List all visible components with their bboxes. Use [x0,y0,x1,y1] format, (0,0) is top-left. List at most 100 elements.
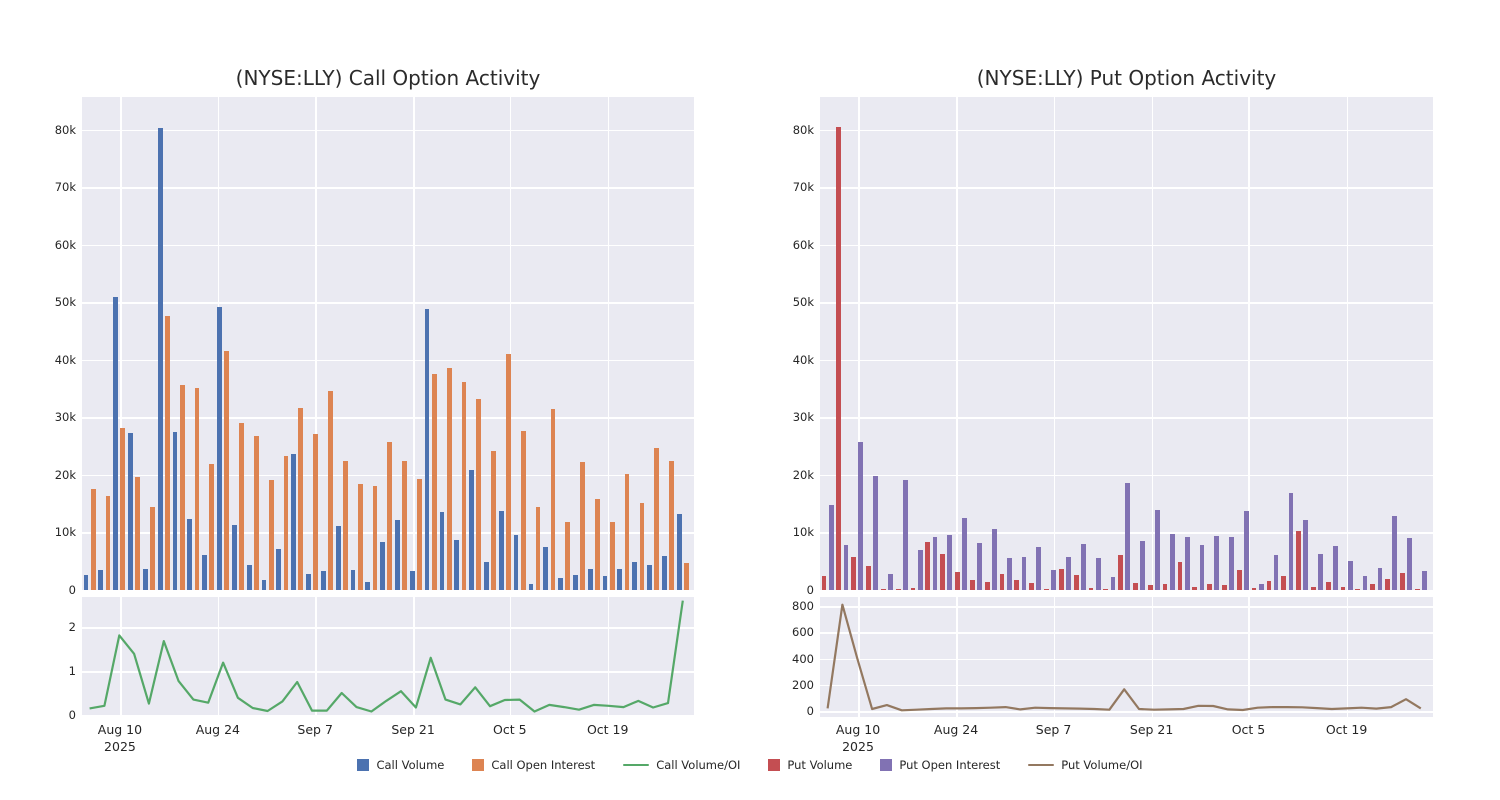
volume-bar [1370,584,1376,590]
volume-bar [572,575,578,590]
legend-label: Put Volume [787,758,853,772]
legend-item: Put Volume [768,758,852,772]
open-interest-bar [1169,533,1175,590]
volume-bar [1073,575,1079,590]
ratio-y-tick-label: 400 [792,651,814,666]
call-ratio-panel [82,597,694,717]
volume-bar [83,575,89,590]
open-interest-bar [1080,544,1086,590]
open-interest-bar [917,549,923,590]
x-tick-label-text: Aug 24 [933,722,979,737]
x-gridline [509,597,512,717]
volume-bar [439,512,445,590]
open-interest-bar [135,476,141,590]
open-interest-bar [357,484,363,590]
volume-bar [1044,589,1049,590]
legend-item: Put Open Interest [880,758,1000,772]
open-interest-bar [90,489,96,590]
volume-bar [1340,587,1346,590]
y-gridline [820,417,1433,419]
volume-bar [647,565,652,590]
x-gridline [1248,97,1251,591]
open-interest-bar [194,387,200,590]
x-tick-label: Sep 21 [373,721,453,738]
volume-bar [617,569,623,590]
volume-bar [1399,572,1405,590]
open-interest-bar [476,399,482,590]
volume-bar [276,548,282,590]
open-interest-bar [179,384,185,590]
volume-bar [1251,588,1257,590]
volume-bar [1355,588,1361,590]
y-gridline [82,359,694,362]
x-tick-label-text: Oct 5 [493,722,527,737]
volume-bar [98,570,104,590]
legend-line-swatch [1028,763,1055,767]
volume-bar [320,571,326,590]
ratio-y-gridline [82,627,694,629]
x-gridline [413,597,415,717]
open-interest-bar [843,545,849,590]
volume-bar [676,514,682,590]
volume-bar [498,510,504,590]
x-gridline [217,597,220,717]
y-gridline [820,129,1433,132]
ratio-y-tick-label: 600 [792,625,814,640]
volume-bar [1192,586,1198,590]
legend-patch-swatch [472,759,485,771]
ratio-y-tick-label: 0 [68,708,76,722]
open-interest-bar [283,456,289,590]
y-tick-label: 50k [792,295,814,309]
x-tick-label-text: Sep 21 [391,722,435,737]
put-volume-oi-line [826,603,1422,712]
x-gridline [1248,597,1251,717]
open-interest-bar [461,381,467,590]
open-interest-bar [1006,558,1012,590]
x-tick-label-text: Aug 10 [835,722,881,737]
put-chart-title: (NYSE:LLY) Put Option Activity [976,66,1277,90]
x-tick-label: Aug 10 2025 [818,721,898,755]
volume-bar [602,575,608,590]
call-volume-oi-line [89,600,684,713]
x-gridline [607,597,610,717]
open-interest-bar [535,507,541,590]
y-tick-label: 70k [54,180,76,194]
open-interest-bar [1377,567,1383,590]
y-gridline [820,474,1433,477]
open-interest-bar [1125,483,1131,590]
open-interest-bar [1110,576,1116,590]
y-gridline [820,187,1433,189]
volume-bar [187,518,193,590]
volume-bar [113,296,119,590]
legend-item: Call Open Interest [472,758,595,772]
open-interest-bar [105,495,111,590]
y-gridline [820,244,1433,247]
ratio-y-gridline [82,715,694,717]
y-tick-label: 60k [792,237,814,252]
legend-label: Call Volume/OI [656,758,741,772]
volume-bar [469,470,474,590]
open-interest-bar [1140,541,1146,590]
ratio-polyline [89,600,684,713]
open-interest-bar [1066,557,1071,590]
volume-bar [999,573,1005,590]
open-interest-bar [888,573,893,590]
open-interest-bar [624,473,630,590]
open-interest-bar [1362,576,1368,590]
open-interest-bar [654,447,660,590]
x-tick-label-text: Aug 10 [97,722,143,737]
legend-label: Put Volume/OI [1061,758,1143,772]
y-gridline [82,417,694,419]
volume-bar [955,571,960,590]
open-interest-bar [431,374,437,590]
volume-bar [202,554,208,590]
y-gridline [82,187,694,189]
volume-bar [880,588,886,590]
y-gridline [820,589,1433,591]
volume-bar [1058,569,1064,590]
open-interest-bar [1051,570,1057,590]
volume-bar [157,128,163,590]
x-tick-label: Sep 7 [1014,721,1094,738]
volume-bar [1088,587,1094,590]
y-gridline [820,302,1433,304]
